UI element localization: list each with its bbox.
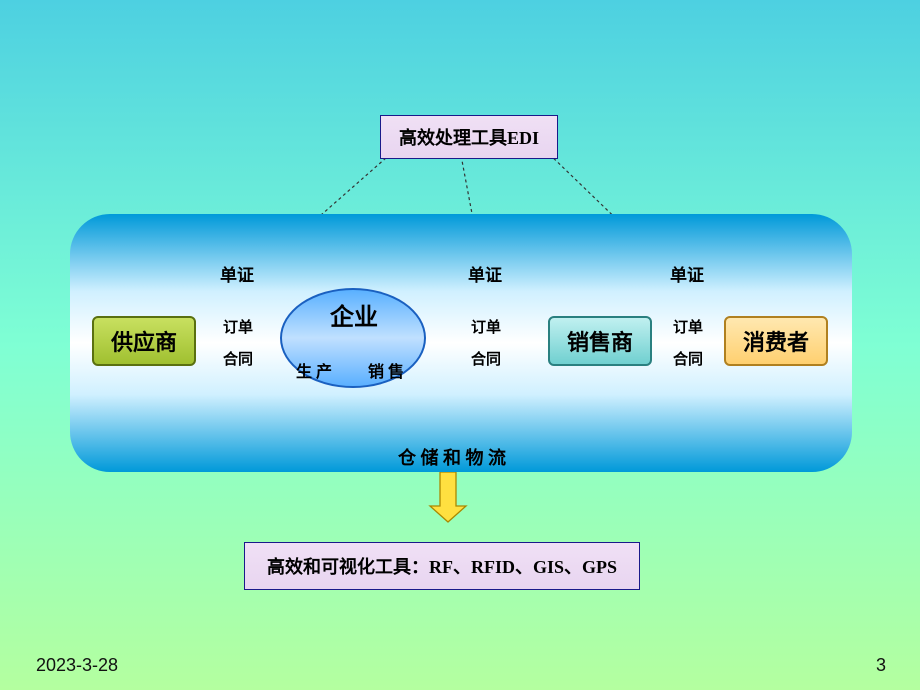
diamond-0-contract: 合同 [223,348,253,369]
enterprise-label: 企业 [330,297,378,332]
diamond-1-contract: 合同 [471,348,501,369]
storage-label: 仓 储 和 物 流 [398,444,506,470]
consumer-text: 消费者 [743,330,809,355]
supplier-text: 供应商 [111,330,177,355]
diamond-0-top: 单证 [220,261,254,286]
bottom-tools-box: 高效和可视化工具：RF、RFID、GIS、GPS [244,542,640,590]
top-edi-box: 高效处理工具EDI [380,115,558,159]
sales-inner-label: 销 售 [368,358,404,382]
diamond-2-top: 单证 [670,261,704,286]
node-seller: 销售商 [548,316,652,366]
diamond-2-contract: 合同 [673,348,703,369]
diamond-1-top: 单证 [468,261,502,286]
footer-date: 2023-3-28 [36,655,118,676]
diamond-1-order: 订单 [471,316,501,337]
diamond-2-order: 订单 [673,316,703,337]
node-supplier: 供应商 [92,316,196,366]
diamond-0-order: 订单 [223,316,253,337]
node-consumer: 消费者 [724,316,828,366]
bottom-tools-text: 高效和可视化工具：RF、RFID、GIS、GPS [267,557,617,577]
footer-page: 3 [876,655,886,676]
produce-label: 生 产 [296,358,332,382]
seller-text: 销售商 [567,330,633,355]
top-edi-text: 高效处理工具EDI [399,128,539,148]
